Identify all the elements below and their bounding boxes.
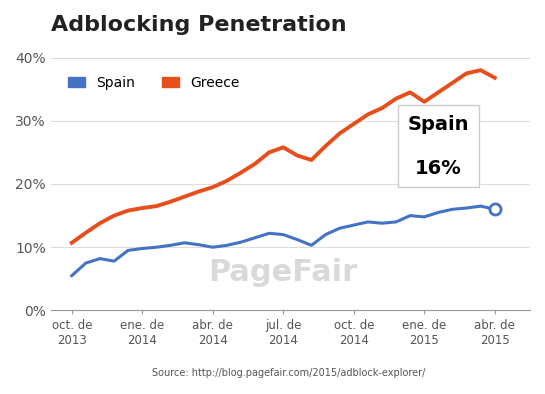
Text: Spain

16%: Spain 16% [408,115,469,178]
Legend: Spain, Greece: Spain, Greece [62,71,245,95]
Text: Source: http://blog.pagefair.com/2015/adblock-explorer/: Source: http://blog.pagefair.com/2015/ad… [152,368,426,378]
Text: Adblocking Penetration: Adblocking Penetration [51,15,346,35]
Text: PageFair: PageFair [209,258,358,287]
